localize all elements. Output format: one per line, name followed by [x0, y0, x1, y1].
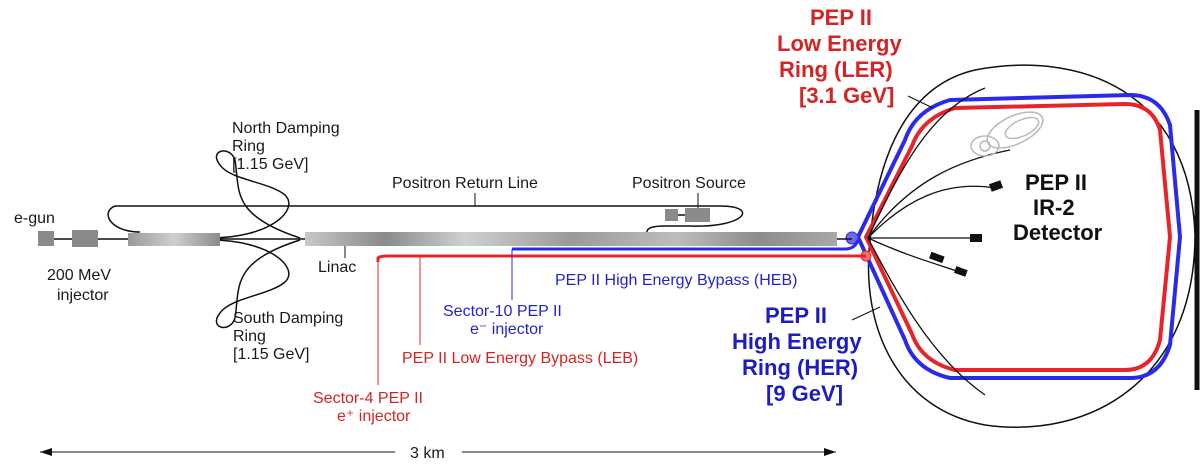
south-damping-ring: [209, 239, 301, 329]
ler-ring: [863, 101, 1173, 372]
injector-linac-segment: [128, 233, 220, 246]
detector-label-3: Detector: [1013, 220, 1103, 245]
leb-line: [376, 254, 866, 262]
sector4-label-1: Sector-4 PEP II: [313, 390, 423, 407]
positron-return-line: [107, 205, 744, 235]
beam-dumps: [929, 180, 1004, 277]
south-ring-label-1: South Damping: [233, 310, 343, 327]
positron-source-label: Positron Source: [632, 175, 746, 192]
ler-label-4: [3.1 GeV]: [799, 83, 894, 108]
ler-label-3: Ring (LER): [779, 57, 893, 82]
leb-label: PEP II Low Energy Bypass (LEB): [402, 350, 638, 367]
egun-label: e-gun: [14, 210, 55, 227]
linac: [305, 232, 837, 246]
heb-line: [512, 239, 860, 251]
north-ring-label-3: [1.15 GeV]: [232, 156, 309, 173]
e-gun-block: [38, 231, 54, 246]
scale-label: 3 km: [410, 445, 445, 462]
her-label-4: [9 GeV]: [766, 381, 843, 406]
her-label-3: Ring (HER): [742, 355, 858, 380]
sector10-label-1: Sector-10 PEP II: [443, 303, 562, 320]
detector-label-2: IR-2: [1033, 195, 1075, 220]
detector-label-1: PEP II: [1025, 170, 1087, 195]
north-ring-label-2: Ring: [232, 138, 265, 155]
sector4-label-2: e⁺ injector: [337, 408, 411, 425]
her-crossing-marker: [845, 231, 859, 245]
her-label-1: PEP II: [765, 303, 827, 328]
north-ring-label-1: North Damping: [232, 120, 340, 137]
scale-bar: [40, 448, 836, 456]
ler-label-2: Low Energy: [777, 31, 902, 56]
heb-label: PEP II High Energy Bypass (HEB): [555, 272, 797, 289]
north-damping-ring: [209, 150, 301, 239]
positron-source-block-1: [665, 209, 678, 221]
sector10-label-2: e⁻ injector: [470, 321, 544, 338]
positron-return-label: Positron Return Line: [392, 175, 538, 192]
south-ring-label-3: [1.15 GeV]: [233, 346, 310, 363]
injector-label-1: 200 MeV: [47, 267, 111, 284]
her-ring: [855, 92, 1183, 380]
detector-sketch: [970, 111, 1044, 157]
ler-label-1: PEP II: [810, 5, 872, 30]
injector-block: [72, 230, 98, 247]
linac-label: Linac: [318, 259, 356, 276]
positron-source-block-2: [685, 208, 710, 222]
her-label-2: High Energy: [732, 329, 862, 354]
south-ring-label-2: Ring: [233, 328, 266, 345]
injector-label-2: injector: [57, 287, 109, 304]
